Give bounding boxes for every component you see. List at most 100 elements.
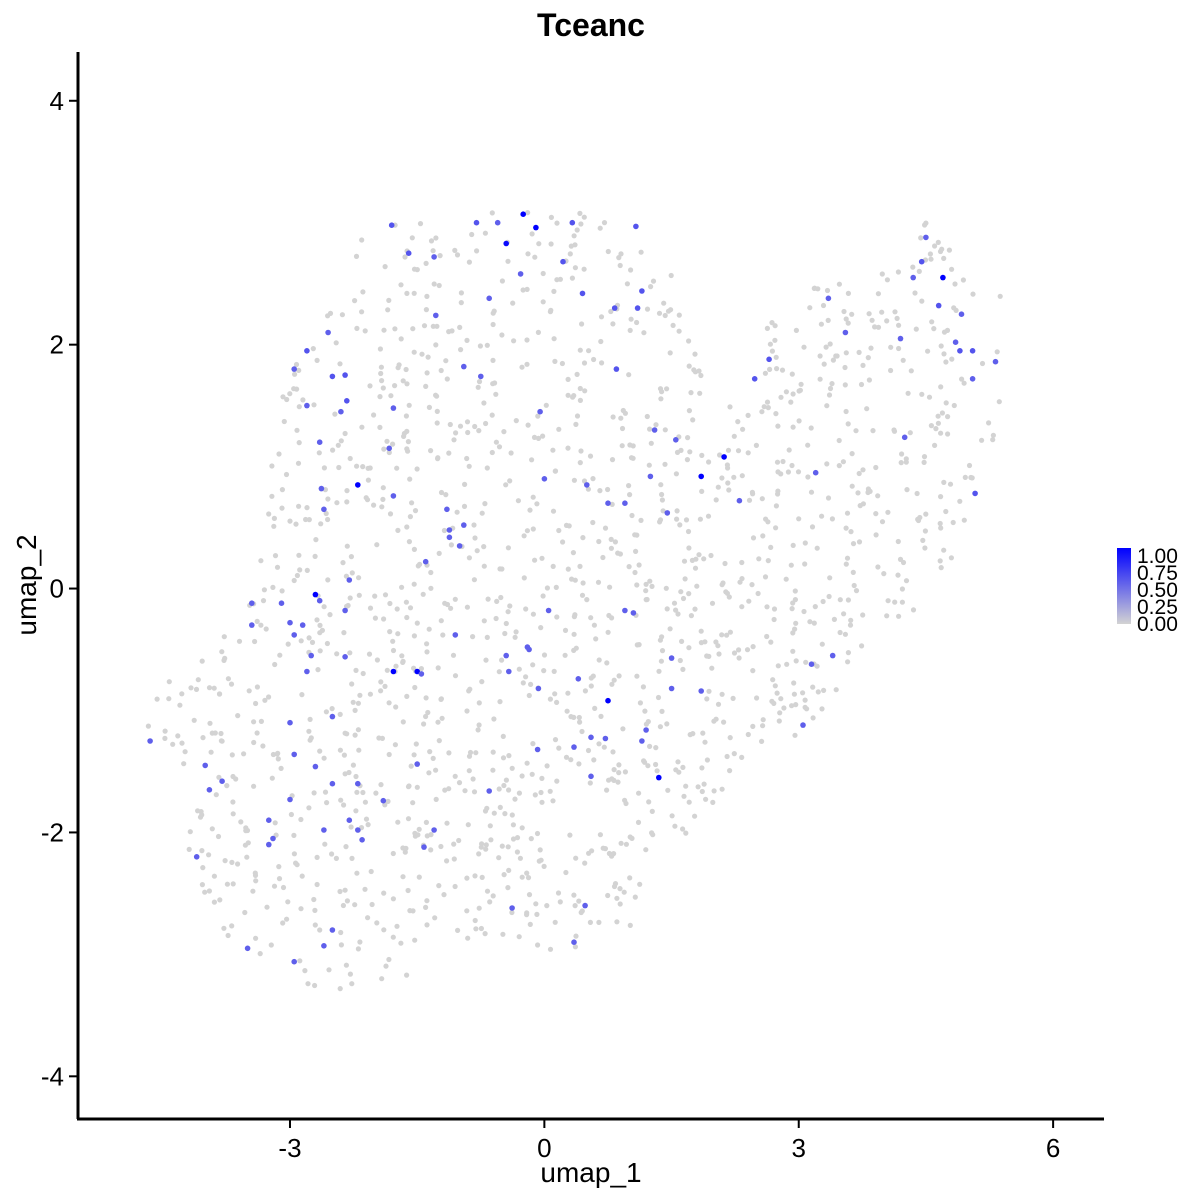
background-cell-point	[359, 309, 365, 315]
background-cell-point	[464, 337, 470, 343]
background-cell-point	[739, 604, 745, 610]
background-cell-point	[276, 876, 283, 882]
background-cell-point	[688, 613, 695, 619]
expressing-cell-point	[579, 290, 586, 297]
background-cell-point	[431, 281, 437, 287]
background-cell-point	[253, 700, 259, 707]
background-cell-point	[481, 400, 487, 406]
background-cell-point	[938, 384, 944, 390]
expressing-cell-point	[249, 622, 255, 628]
background-cell-point	[437, 253, 443, 259]
background-cell-point	[570, 394, 576, 400]
background-cell-point	[785, 469, 792, 475]
background-cell-point	[802, 697, 808, 703]
background-cell-point	[845, 421, 851, 427]
background-cell-point	[793, 327, 800, 333]
background-cell-point	[505, 885, 511, 891]
background-cell-point	[808, 425, 814, 431]
background-cell-point	[490, 893, 496, 899]
background-cell-point	[444, 601, 451, 608]
expressing-cell-point	[342, 607, 348, 614]
background-cell-point	[497, 804, 503, 811]
background-cell-point	[572, 265, 579, 271]
background-cell-point	[849, 311, 855, 317]
background-cell-point	[381, 927, 387, 933]
background-cell-point	[750, 491, 756, 497]
background-cell-point	[512, 634, 518, 640]
background-cell-point	[452, 883, 458, 890]
background-cell-point	[674, 516, 680, 522]
colorbar-label: 0.00	[1137, 613, 1178, 636]
background-cell-point	[793, 620, 799, 626]
background-cell-point	[746, 598, 752, 604]
background-cell-point	[342, 771, 348, 777]
background-cell-point	[499, 657, 505, 663]
background-cell-point	[438, 696, 444, 703]
background-cell-point	[659, 634, 665, 640]
background-cell-point	[332, 411, 338, 417]
background-cell-point	[614, 895, 620, 901]
background-cell-point	[892, 599, 898, 605]
background-cell-point	[773, 503, 780, 509]
background-cell-point	[199, 882, 205, 888]
background-cell-point	[541, 863, 547, 870]
background-cell-point	[807, 619, 813, 625]
background-cell-point	[436, 550, 442, 557]
background-cell-point	[829, 381, 835, 387]
background-cell-point	[499, 332, 505, 338]
background-cell-point	[723, 589, 729, 595]
background-cell-point	[349, 855, 355, 862]
background-cell-point	[395, 819, 401, 825]
background-cell-point	[337, 361, 343, 367]
expressing-cell-point	[444, 506, 450, 513]
background-cell-point	[430, 755, 436, 762]
background-cell-point	[539, 555, 545, 561]
background-cell-point	[922, 545, 928, 551]
background-cell-point	[750, 644, 756, 650]
background-cell-point	[271, 883, 278, 889]
background-cell-point	[873, 510, 879, 517]
background-cell-point	[922, 528, 929, 534]
background-cell-point	[938, 525, 944, 531]
background-cell-point	[308, 735, 314, 741]
background-cell-point	[821, 687, 827, 694]
y-axis-label: umap_2	[11, 534, 42, 635]
background-cell-point	[899, 599, 906, 605]
background-cell-point	[680, 595, 687, 602]
background-cell-point	[481, 544, 487, 550]
background-cell-point	[216, 774, 222, 780]
background-cell-point	[280, 920, 286, 926]
background-cell-point	[830, 357, 837, 363]
background-cell-point	[697, 390, 703, 396]
expressing-cell-point	[575, 676, 582, 682]
background-cell-point	[484, 805, 490, 811]
background-cell-point	[923, 511, 929, 517]
background-cell-point	[579, 592, 586, 598]
background-cell-point	[795, 469, 802, 475]
background-cell-point	[356, 575, 362, 581]
background-cell-point	[556, 426, 562, 432]
background-cell-point	[656, 310, 663, 316]
background-cell-point	[664, 721, 670, 727]
background-cell-point	[572, 242, 578, 248]
background-cell-point	[491, 716, 497, 722]
background-cell-point	[673, 471, 680, 477]
background-cell-point	[386, 751, 392, 758]
background-cell-point	[466, 768, 472, 774]
background-cell-point	[688, 390, 694, 396]
background-cell-point	[864, 406, 870, 412]
background-cell-point	[476, 379, 483, 385]
background-cell-point	[903, 456, 909, 462]
background-cell-point	[888, 367, 894, 374]
background-cell-point	[840, 459, 847, 465]
background-cell-point	[535, 329, 542, 335]
background-cell-point	[853, 588, 860, 594]
background-cell-point	[581, 214, 587, 220]
background-cell-point	[767, 366, 773, 372]
expressing-cell-point	[329, 713, 336, 720]
background-cell-point	[762, 370, 769, 376]
background-cell-point	[827, 385, 834, 392]
background-cell-point	[986, 420, 992, 426]
background-cell-point	[771, 606, 778, 612]
background-cell-point	[277, 652, 283, 658]
